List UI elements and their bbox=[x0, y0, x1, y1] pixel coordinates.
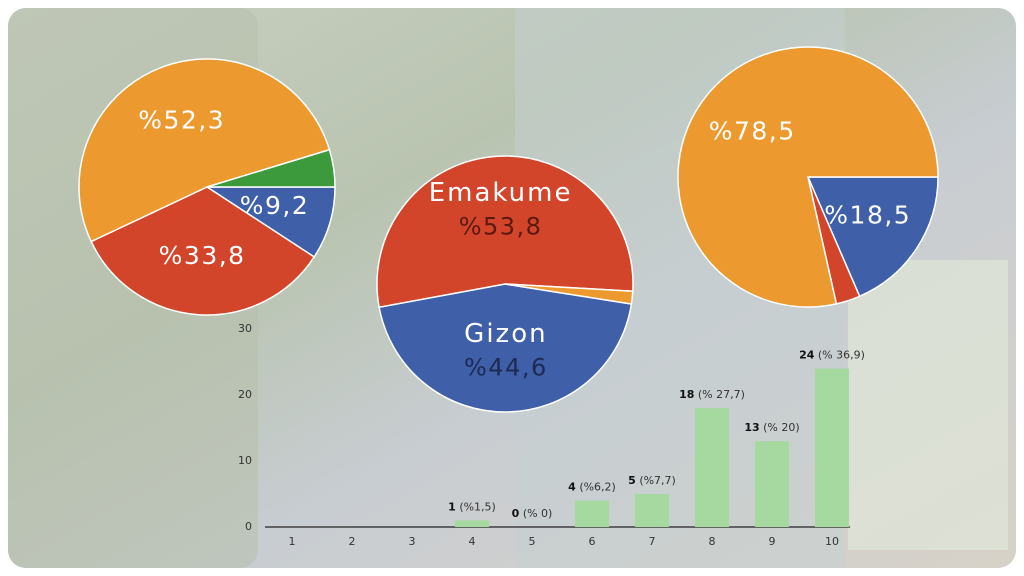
slice-label: %44,6 bbox=[464, 353, 548, 381]
bar-percent: (%1,5) bbox=[459, 500, 496, 513]
bar-label: 5 (%7,7) bbox=[628, 474, 676, 487]
bar-percent: (%6,2) bbox=[579, 481, 616, 494]
bar bbox=[455, 520, 489, 527]
slice-label: %78,5 bbox=[709, 116, 796, 145]
x-tick-label: 8 bbox=[709, 535, 716, 548]
pie-slice bbox=[378, 283, 633, 413]
bar-value: 0 bbox=[512, 507, 520, 520]
bar-percent: (% 0) bbox=[523, 507, 553, 520]
bar-percent: (% 20) bbox=[763, 421, 800, 434]
bar-percent: (%7,7) bbox=[639, 474, 676, 487]
slice-label: %53,8 bbox=[459, 213, 543, 241]
y-tick-label: 20 bbox=[238, 388, 252, 401]
x-tick-label: 7 bbox=[649, 535, 656, 548]
x-tick-label: 9 bbox=[769, 535, 776, 548]
bar-label: 18 (% 27,7) bbox=[679, 388, 745, 401]
x-tick-label: 6 bbox=[589, 535, 596, 548]
bar-percent: (% 27,7) bbox=[698, 388, 745, 401]
pie-slice bbox=[677, 46, 939, 308]
bar-label: 24 (% 36,9) bbox=[799, 349, 865, 362]
pie-slice bbox=[206, 148, 336, 188]
bar-value: 1 bbox=[448, 500, 456, 513]
x-tick-label: 1 bbox=[289, 535, 296, 548]
y-tick-label: 30 bbox=[238, 322, 252, 335]
y-tick-label: 0 bbox=[245, 520, 252, 533]
slice-label: %52,3 bbox=[138, 105, 225, 134]
bar-label: 1 (%1,5) bbox=[448, 500, 496, 513]
slice-label: %18,5 bbox=[824, 200, 911, 229]
bar bbox=[635, 494, 669, 527]
pie-slice bbox=[806, 176, 939, 298]
slice-category: Emakume bbox=[429, 178, 573, 208]
bar-value: 24 bbox=[799, 349, 815, 362]
pie-slice bbox=[504, 283, 634, 305]
x-tick-label: 3 bbox=[409, 535, 416, 548]
bar bbox=[815, 368, 849, 527]
x-tick-label: 4 bbox=[469, 535, 476, 548]
slice-label: %33,8 bbox=[159, 241, 246, 270]
slice-category: Gizon bbox=[464, 319, 547, 349]
x-tick-label: 10 bbox=[825, 535, 839, 548]
bar bbox=[575, 500, 609, 527]
bar bbox=[695, 408, 729, 527]
bar-value: 18 bbox=[679, 388, 694, 401]
bar-percent: (% 36,9) bbox=[818, 349, 865, 362]
x-tick-label: 5 bbox=[529, 535, 536, 548]
x-tick-label: 2 bbox=[349, 535, 356, 548]
pie-slice bbox=[78, 58, 331, 243]
bar-label: 4 (%6,2) bbox=[568, 481, 616, 494]
bar bbox=[755, 441, 789, 527]
pie-slice bbox=[376, 155, 634, 309]
bar-value: 4 bbox=[568, 481, 576, 494]
photo-panel bbox=[848, 260, 1008, 550]
pie-slice bbox=[90, 186, 316, 316]
y-tick-label: 10 bbox=[238, 454, 252, 467]
bar-value: 5 bbox=[628, 474, 636, 487]
bar-label: 0 (% 0) bbox=[512, 507, 553, 520]
bar-value: 13 bbox=[744, 421, 759, 434]
bar-label: 13 (% 20) bbox=[744, 421, 799, 434]
